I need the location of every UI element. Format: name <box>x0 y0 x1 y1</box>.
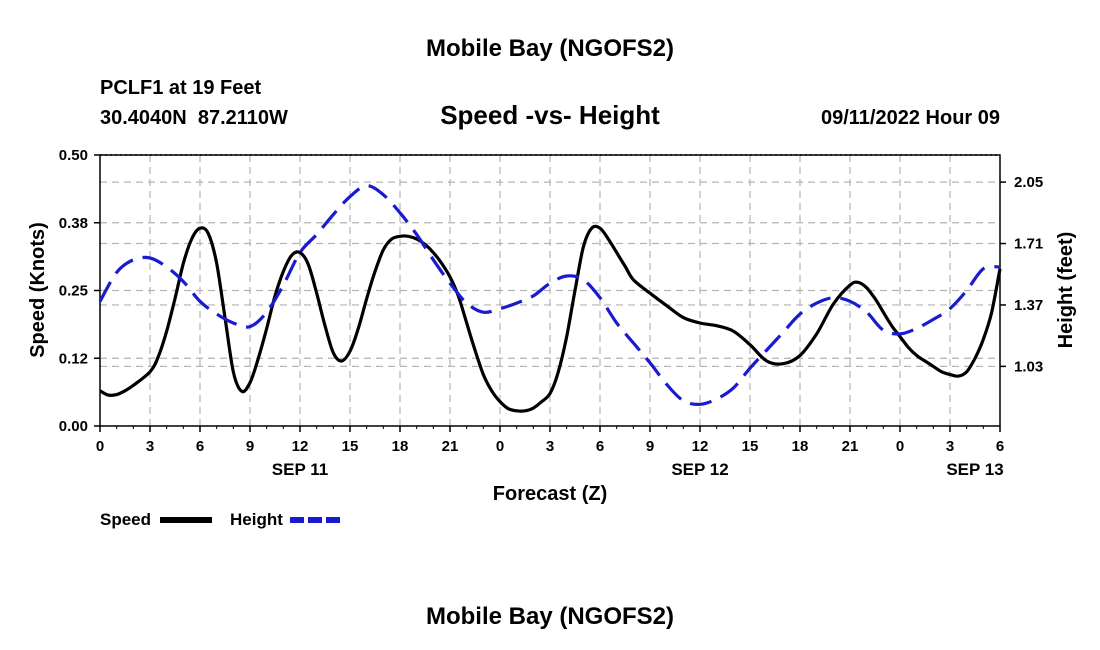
x-tick-label: 9 <box>246 438 254 455</box>
x-tick-label: 3 <box>946 438 954 455</box>
date-label: SEP 13 <box>946 460 1003 479</box>
chart-title: Mobile Bay (NGOFS2) <box>426 35 674 62</box>
y2-tick-label: 1.03 <box>1014 358 1043 375</box>
date-label: SEP 12 <box>671 460 728 479</box>
y2-axis-title: Height (feet) <box>1055 232 1077 349</box>
y-axis-left: 0.00 0.12 0.25 0.38 0.50 <box>59 147 100 435</box>
x-tick-label: 0 <box>96 438 104 455</box>
x-tick-label: 6 <box>196 438 204 455</box>
series-lines <box>98 184 1002 413</box>
series-line-height <box>98 184 1001 406</box>
x-axis-title: Forecast (Z) <box>493 483 607 505</box>
y-axis-title: Speed (Knots) <box>27 222 49 358</box>
y-tick-label: 0.12 <box>59 350 88 367</box>
x-tick-label: 6 <box>596 438 604 455</box>
x-tick-label: 12 <box>692 438 709 455</box>
gridlines <box>100 154 1000 426</box>
footer-title: Mobile Bay (NGOFS2) <box>426 603 674 630</box>
x-tick-label: 3 <box>546 438 554 455</box>
y-tick-label: 0.00 <box>59 418 88 435</box>
x-tick-label: 0 <box>896 438 904 455</box>
x-axis: 0 3 6 9 12 15 18 21 0 3 6 9 12 15 18 21 0 3 6 <box>96 426 1004 455</box>
x-tick-label: 12 <box>292 438 309 455</box>
coords-label: 30.4040N 87.2110W <box>100 107 288 129</box>
legend-label-speed: Speed <box>100 510 151 529</box>
chart-subtitle: Speed -vs- Height <box>440 100 660 130</box>
date-labels: SEP 11 SEP 12 SEP 13 <box>272 460 1004 479</box>
series-line-speed <box>99 224 1002 413</box>
x-tick-label: 21 <box>442 438 459 455</box>
x-tick-label: 15 <box>342 438 359 455</box>
legend: Speed Height <box>100 510 342 529</box>
legend-label-height: Height <box>230 510 283 529</box>
x-tick-label: 3 <box>146 438 154 455</box>
x-tick-label: 18 <box>392 438 409 455</box>
y-axis-right: 1.03 1.37 1.71 2.05 <box>1000 174 1043 375</box>
y2-tick-label: 1.71 <box>1014 236 1043 253</box>
y2-tick-label: 1.37 <box>1014 297 1043 314</box>
date-label: SEP 11 <box>272 460 328 479</box>
x-tick-label: 6 <box>996 438 1004 455</box>
x-tick-label: 21 <box>842 438 859 455</box>
y-tick-label: 0.25 <box>59 283 88 300</box>
x-tick-label: 15 <box>742 438 759 455</box>
station-label: PCLF1 at 19 Feet <box>100 77 262 99</box>
y-tick-label: 0.50 <box>59 147 88 164</box>
y2-tick-label: 2.05 <box>1014 174 1043 191</box>
x-tick-label: 18 <box>792 438 809 455</box>
timestamp-label: 09/11/2022 Hour 09 <box>821 107 1000 129</box>
x-tick-label: 0 <box>496 438 504 455</box>
x-tick-label: 9 <box>646 438 654 455</box>
y-tick-label: 0.38 <box>59 215 88 232</box>
